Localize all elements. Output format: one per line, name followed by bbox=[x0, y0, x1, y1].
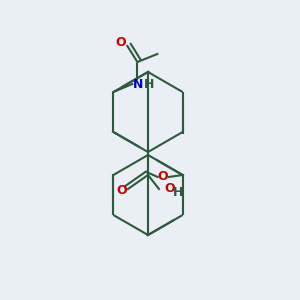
Text: H: H bbox=[173, 187, 183, 200]
Text: O: O bbox=[115, 37, 126, 50]
Text: O: O bbox=[157, 170, 168, 184]
Text: H: H bbox=[144, 77, 155, 91]
Text: N: N bbox=[134, 77, 144, 91]
Text: O: O bbox=[117, 184, 127, 197]
Text: O: O bbox=[164, 182, 175, 196]
